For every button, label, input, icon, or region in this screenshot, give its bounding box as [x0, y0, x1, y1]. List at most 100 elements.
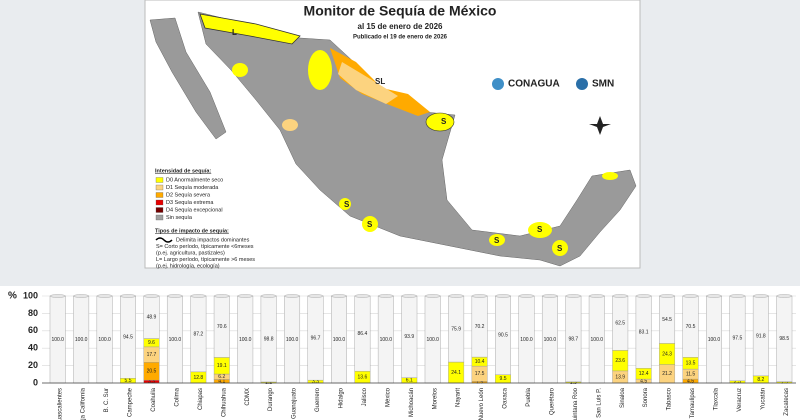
legend-label: D3 Sequía extrema: [166, 200, 214, 206]
x-tick-label: Campeche: [128, 387, 134, 417]
chart-panel: [0, 286, 800, 420]
data-label: 96.7: [311, 335, 321, 341]
y-tick-label: 0: [33, 377, 38, 387]
x-tick-label: Zacatecas: [784, 388, 790, 416]
x-tick-label: Coahuila: [151, 387, 157, 411]
x-tick-label: Chiapas: [198, 388, 204, 410]
data-label: 3.3: [148, 379, 155, 385]
data-label: 100.0: [426, 337, 439, 343]
data-label: 86.4: [358, 331, 368, 337]
x-tick-label: Michoacán: [409, 388, 415, 417]
bar-cap: [307, 294, 324, 298]
bar-cap: [143, 294, 160, 298]
map-label: S: [494, 236, 500, 245]
bar-cap: [565, 294, 582, 298]
drought-area: [282, 119, 298, 131]
data-label: 11.5: [686, 371, 696, 377]
data-label: 13.9: [615, 374, 625, 380]
data-label: 100.0: [380, 337, 393, 343]
x-tick-label: Quintana Roo: [573, 387, 579, 420]
x-tick-label: Nuevo León: [479, 388, 485, 420]
legend-swatch: [155, 199, 164, 206]
y-tick-label: 40: [28, 343, 38, 353]
data-label: 12.4: [639, 371, 649, 377]
data-label: 90.5: [498, 333, 508, 339]
bar-cap: [776, 294, 793, 298]
data-label: 100.0: [98, 337, 111, 343]
data-label: 4.5: [640, 378, 647, 384]
bar-cap: [682, 294, 699, 298]
x-tick-label: Tabasco: [667, 387, 673, 410]
data-label: 23.6: [615, 358, 625, 364]
x-tick-label: Nayarit: [456, 388, 462, 407]
data-label: 100.0: [286, 337, 299, 343]
bar-cap: [729, 294, 746, 298]
x-tick-label: Oaxaca: [503, 387, 509, 408]
drought-area: [489, 234, 505, 246]
x-tick-label: Aguascalientes: [57, 388, 63, 420]
legend-swatch: [155, 184, 164, 191]
drought-area: [528, 222, 552, 238]
x-tick-label: Veracruz: [737, 388, 743, 412]
x-tick-label: Sinaloa: [620, 387, 626, 408]
drought-area: [362, 216, 378, 232]
data-label: 83.1: [639, 329, 649, 335]
legend-swatch: [155, 207, 164, 213]
x-tick-label: Tamaulipas: [690, 388, 696, 418]
x-tick-label: Hidalgo: [339, 387, 345, 408]
map-published: Publicado el 19 de enero de 2026: [353, 35, 448, 41]
x-tick-label: Colima: [174, 387, 180, 406]
map-label: SL: [375, 77, 385, 86]
data-label: 100.0: [591, 337, 604, 343]
bar-cap: [96, 294, 113, 298]
bar-cap: [518, 294, 535, 298]
data-label: 100.0: [239, 337, 252, 343]
drought-area: [232, 63, 248, 77]
data-label: 70.6: [217, 324, 227, 330]
bar-cap: [260, 294, 277, 298]
bar-cap: [49, 294, 66, 298]
x-tick-label: Morelos: [432, 388, 438, 409]
drought-area: [330, 48, 430, 116]
bar-cap: [471, 294, 488, 298]
chart: 0 20 40 60 80 100 100.0 Aguascalientes 100.0 Baja…: [23, 290, 796, 420]
data-label: 21.2: [662, 371, 672, 377]
legend-swatch: [155, 192, 164, 198]
legend-swatch: [155, 177, 164, 183]
logo-text: CONAGUA: [508, 79, 560, 90]
x-tick-label: Yucatán: [760, 388, 766, 410]
bar-cap: [448, 294, 465, 298]
data-label: 98.8: [264, 336, 274, 342]
data-label: 17.7: [147, 352, 157, 358]
bar-cap: [213, 294, 230, 298]
data-label: 24.1: [451, 370, 461, 376]
bar-cap: [659, 294, 676, 298]
data-label: 48.9: [147, 315, 157, 321]
data-label: 70.5: [686, 324, 696, 330]
logo-text: SMN: [592, 79, 614, 90]
bar-cap: [73, 294, 90, 298]
data-label: 2.5: [734, 379, 741, 385]
data-label: 75.9: [451, 326, 461, 332]
x-tick-label: Sonora: [643, 387, 649, 407]
bar-cap: [331, 294, 347, 298]
legend-note: (p.ej. hidrología, ecología): [156, 263, 220, 269]
map-date: al 15 de enero de 2026: [358, 22, 443, 31]
legend-title: Tipos de impacto de sequía:: [155, 228, 229, 234]
data-label: 98.7: [568, 336, 578, 342]
data-label: 13.6: [358, 374, 368, 380]
x-tick-label: Puebla: [526, 387, 532, 406]
data-label: 20.5: [147, 369, 157, 375]
map-label: S: [441, 117, 447, 126]
data-label: 12.8: [193, 375, 203, 381]
data-label: 4.1: [218, 379, 225, 385]
legend-swatch: [155, 214, 164, 221]
drought-area: [602, 172, 618, 180]
map-label: S: [557, 244, 563, 253]
baja-california: [149, 17, 227, 140]
map-label: S: [537, 225, 543, 234]
bar-cap: [190, 294, 207, 298]
map-title: Monitor de Sequía de México: [304, 3, 497, 19]
